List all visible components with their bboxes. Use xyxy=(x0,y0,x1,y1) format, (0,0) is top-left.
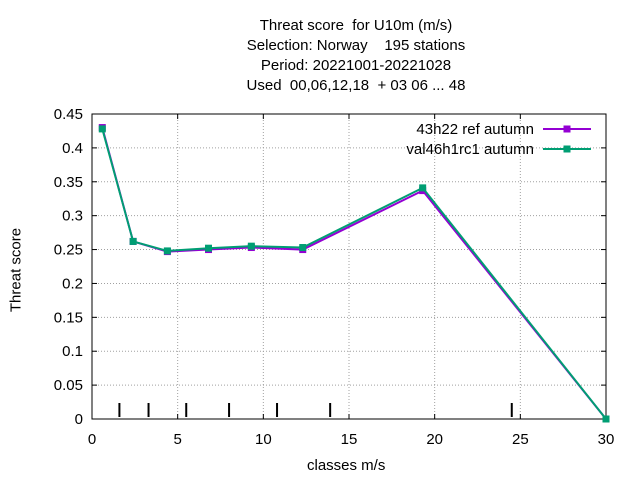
x-tick-label: 25 xyxy=(512,431,529,448)
x-tick-label: 15 xyxy=(341,431,358,448)
y-axis-label: Threat score xyxy=(7,227,25,313)
x-tick-label: 5 xyxy=(173,431,181,448)
y-tick-label: 0.3 xyxy=(62,208,83,225)
x-tick-label: 0 xyxy=(88,431,96,448)
title-line-2: Selection: Norway 195 stations xyxy=(246,37,466,54)
y-tick-label: 0.45 xyxy=(54,106,83,123)
y-tick-label: 0.25 xyxy=(54,242,83,259)
x-tick-label: 20 xyxy=(426,431,443,448)
legend-label: val46h1rc1 autumn xyxy=(406,141,534,158)
series-line xyxy=(101,128,607,420)
y-tick-label: 0 xyxy=(75,411,83,428)
title-line-1: Threat score for U10m (m/s) xyxy=(259,17,453,34)
data-point xyxy=(247,242,255,250)
data-point xyxy=(602,415,610,423)
y-tick-label: 0.05 xyxy=(54,377,83,394)
data-point xyxy=(129,237,137,245)
data-point xyxy=(163,247,171,255)
x-tick-label: 10 xyxy=(255,431,272,448)
y-tick-label: 0.35 xyxy=(54,174,83,191)
legend-marker xyxy=(563,125,571,133)
data-point xyxy=(205,244,213,252)
y-tick-label: 0.4 xyxy=(62,140,83,157)
y-tick-label: 0.1 xyxy=(62,343,83,360)
legend-marker xyxy=(563,145,571,153)
legend-label: 43h22 ref autumn xyxy=(416,121,534,138)
y-tick-label: 0.15 xyxy=(54,309,83,326)
title-line-3: Period: 20221001-20221028 xyxy=(260,57,452,74)
data-point xyxy=(299,244,307,252)
data-point xyxy=(98,125,106,133)
x-axis-label: classes m/s xyxy=(307,457,386,474)
title-line-4: Used 00,06,12,18 + 03 06 ... 48 xyxy=(246,77,466,94)
data-point xyxy=(419,184,427,192)
y-tick-label: 0.2 xyxy=(62,275,83,292)
x-tick-label: 30 xyxy=(598,431,615,448)
